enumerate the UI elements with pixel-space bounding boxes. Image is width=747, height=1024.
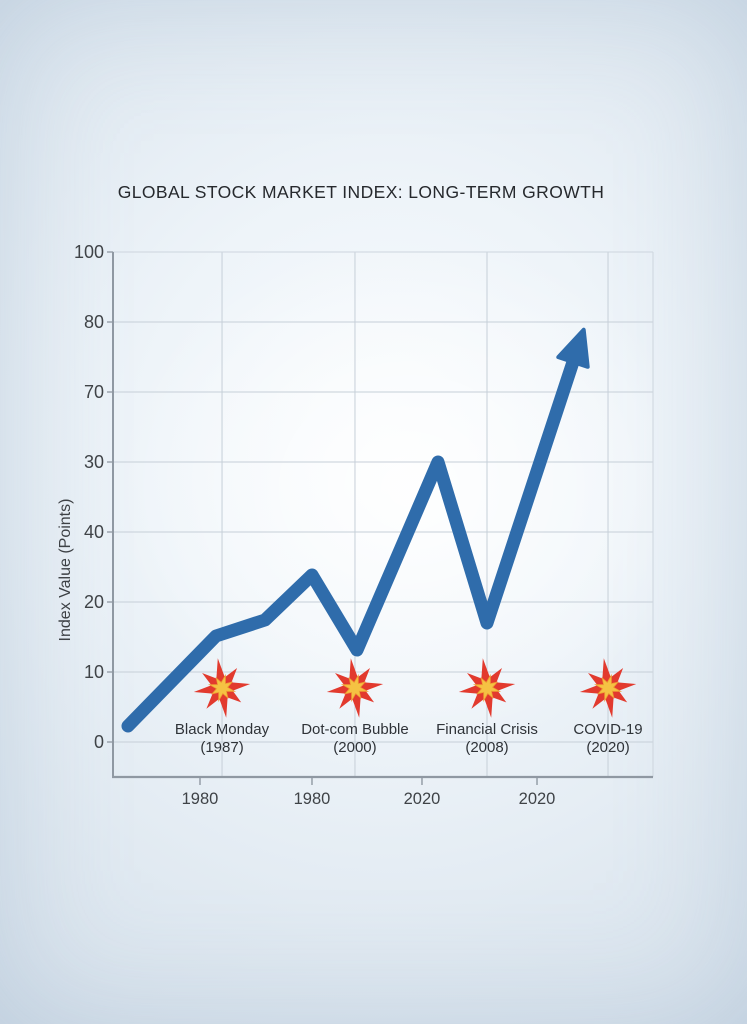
x-tick-label: 1980	[181, 790, 219, 808]
event-annotation: COVID-19 (2020)	[573, 721, 642, 756]
event-annotation: Black Monday (1987)	[175, 721, 269, 756]
event-annotation: Dot-com Bubble (2000)	[301, 721, 409, 756]
y-tick-label: 10	[83, 662, 104, 682]
event-annotation: Financial Crisis (2008)	[436, 721, 538, 756]
chart-title: GLOBAL STOCK MARKET INDEX: LONG-TERM GRO…	[117, 182, 605, 202]
event-annotation-year: (2020)	[586, 738, 630, 756]
event-starburst-core-icon	[207, 673, 237, 703]
y-tick-label: 70	[83, 382, 104, 402]
event-starburst-core-icon	[472, 673, 502, 703]
event-annotation-year: (2000)	[333, 738, 377, 756]
event-annotation-label: Financial Crisis	[436, 721, 538, 738]
y-tick-label: 100	[73, 242, 104, 262]
event-starburst-core-icon	[593, 673, 623, 703]
trend-line	[121, 355, 580, 733]
x-tick-label: 2020	[403, 790, 441, 808]
event-annotation-label: COVID-19	[573, 721, 643, 738]
y-tick-label: 20	[83, 592, 104, 612]
event-annotation-label: Dot-com Bubble	[301, 721, 409, 738]
y-tick-label: 0	[93, 732, 104, 752]
y-tick-label: 40	[83, 522, 104, 542]
x-tick-label: 2020	[518, 790, 556, 808]
arrowhead-icon	[556, 327, 590, 369]
event-annotation-year: (1987)	[200, 738, 244, 756]
event-starburst-core-icon	[340, 673, 370, 703]
event-annotation-year: (2008)	[465, 738, 509, 756]
y-tick-label: 80	[83, 312, 104, 332]
event-annotation-label: Black Monday	[174, 721, 270, 738]
y-tick-label: 30	[83, 452, 104, 472]
x-tick-label: 1980	[293, 790, 331, 808]
